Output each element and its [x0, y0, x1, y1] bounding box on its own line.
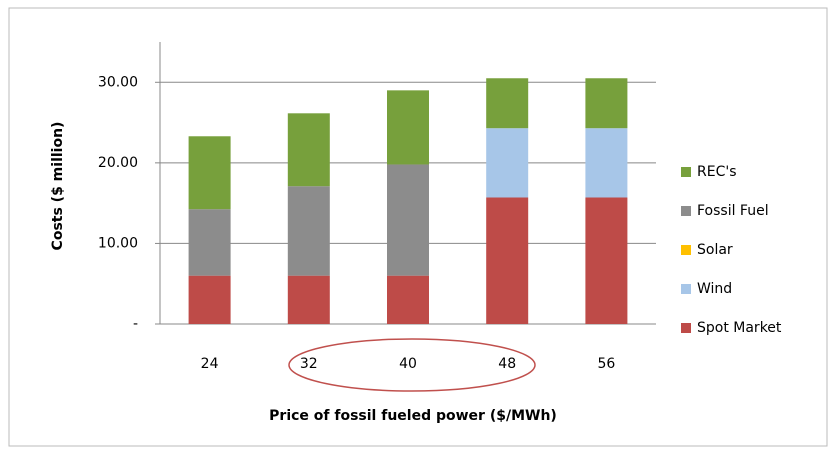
- legend-swatch: [681, 323, 691, 333]
- bar-segment: [486, 78, 529, 129]
- legend-swatch: [681, 284, 691, 294]
- bar-segment: [486, 197, 529, 324]
- bar-segment: [585, 128, 628, 198]
- legend-label: Fossil Fuel: [697, 203, 769, 219]
- legend-swatch: [681, 167, 691, 177]
- x-axis-title: Price of fossil fueled power ($/MWh): [269, 408, 557, 424]
- y-tick-label: 20.00: [98, 155, 138, 171]
- x-tick-label: 32: [300, 356, 318, 372]
- bar-segment: [188, 136, 231, 210]
- bar-segment: [287, 275, 330, 324]
- highlight-ellipse: [288, 338, 536, 392]
- bar-segment: [585, 197, 628, 324]
- bar-segment: [387, 164, 429, 276]
- bar-segment: [287, 113, 330, 187]
- x-tick-label: 48: [498, 356, 516, 372]
- x-tick-label: 40: [399, 356, 417, 372]
- y-tick-label: 30.00: [98, 74, 138, 90]
- y-tick-label: -: [133, 316, 138, 332]
- legend-label: Wind: [697, 281, 732, 297]
- bar-segment: [188, 209, 231, 276]
- legend-label: Spot Market: [697, 320, 782, 336]
- bar-segment: [387, 90, 429, 165]
- bar-segment: [585, 78, 628, 129]
- bar-segment: [287, 186, 330, 276]
- bar-segment: [188, 275, 231, 324]
- legend-swatch: [681, 206, 691, 216]
- y-axis-title: Costs ($ million): [50, 122, 66, 251]
- bar-segment: [486, 128, 529, 198]
- y-tick-label: 10.00: [98, 235, 138, 251]
- legend-swatch: [681, 245, 691, 255]
- bar-segment: [387, 275, 429, 324]
- x-tick-label: 24: [201, 356, 219, 372]
- x-tick-label: 56: [597, 356, 615, 372]
- legend-label: Solar: [697, 242, 733, 258]
- legend-label: REC's: [697, 164, 737, 180]
